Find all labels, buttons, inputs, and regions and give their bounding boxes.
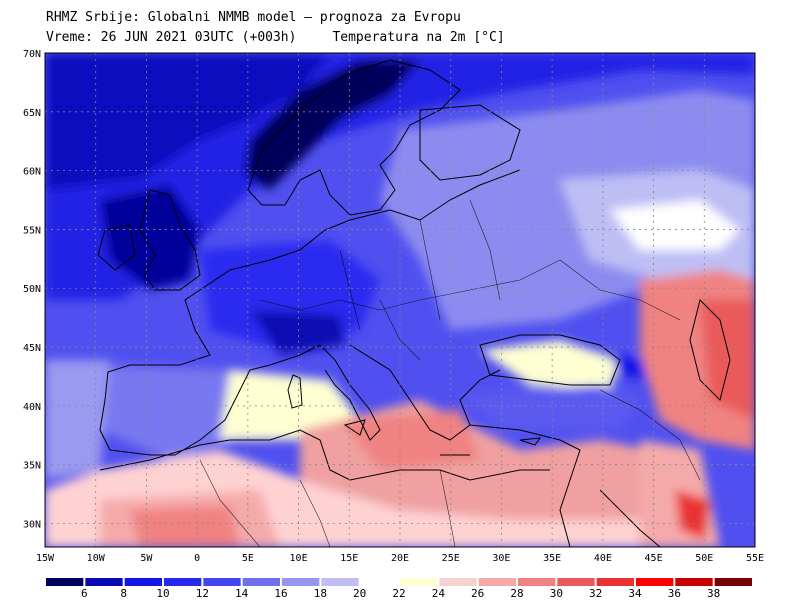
colorbar-swatch	[282, 578, 320, 586]
graticule	[45, 53, 755, 547]
colorbar-label: 14	[235, 587, 249, 600]
colorbar-swatch	[557, 578, 595, 586]
longitude-label: 25E	[442, 553, 460, 564]
map-frame	[44, 52, 756, 548]
colorbar-swatch	[400, 578, 438, 586]
colorbar-label: 20	[353, 587, 366, 600]
map-subtitle: Vreme: 26 JUN 2021 03UTC (+003h) Temperat…	[46, 30, 505, 45]
longitude-label: 15E	[340, 553, 358, 564]
latitude-label: 40N	[23, 402, 41, 413]
latitude-label: 60N	[23, 167, 41, 178]
colorbar-label: 28	[510, 587, 523, 600]
colorbar-label: 38	[707, 587, 720, 600]
latitude-label: 45N	[23, 343, 41, 354]
latitude-label: 35N	[23, 461, 41, 472]
longitude-label: 10W	[87, 553, 106, 564]
colorbar-swatch	[439, 578, 477, 586]
colorbar-label: 26	[471, 587, 484, 600]
colorbar-swatch	[596, 578, 634, 586]
colorbar-swatch	[164, 578, 202, 586]
parameter-label: Temperatura na 2m [°C]	[332, 30, 505, 45]
coastlines	[97, 59, 731, 547]
colorbar-swatch	[85, 578, 123, 586]
colorbar-label: 16	[274, 587, 287, 600]
colorbar-label: 30	[550, 587, 563, 600]
colorbar-swatch	[714, 578, 752, 586]
longitude-label: 0	[194, 553, 200, 564]
colorbar-label: 22	[392, 587, 405, 600]
colorbar-swatch	[478, 578, 516, 586]
latitude-label: 70N	[23, 49, 41, 60]
colorbar-swatch	[321, 578, 359, 586]
colorbar-label: 36	[668, 587, 681, 600]
colorbar-label: 24	[432, 587, 446, 600]
colorbar-swatch	[203, 578, 241, 586]
longitude-label: 5E	[242, 553, 254, 564]
colorbar-swatch	[518, 578, 556, 586]
latitude-label: 30N	[23, 519, 41, 530]
longitude-label: 10E	[290, 553, 308, 564]
colorbar-label: 10	[156, 587, 169, 600]
colorbar-swatch	[46, 578, 84, 586]
longitude-label: 45E	[645, 553, 663, 564]
latitude-label: 50N	[23, 284, 41, 295]
longitude-label: 20E	[391, 553, 409, 564]
colorbar-swatch	[636, 578, 674, 586]
longitude-label: 30E	[492, 553, 510, 564]
longitude-labels: 15W 10W 5W 0 5E 10E 15E 20E 25E 30E 35E 40E 45E 50E 55…	[36, 553, 764, 564]
longitude-label: 5W	[140, 553, 153, 564]
colorbar-label: 32	[589, 587, 602, 600]
latitude-label: 55N	[23, 225, 41, 236]
valid-time: Vreme: 26 JUN 2021 03UTC (+003h)	[46, 30, 297, 45]
longitude-label: 55E	[746, 553, 764, 564]
longitude-label: 35E	[543, 553, 561, 564]
colorbar-label: 12	[196, 587, 209, 600]
latitude-labels: 70N 65N 60N 55N 50N 45N 40N 35N 30N	[23, 49, 41, 530]
longitude-label: 40E	[594, 553, 612, 564]
colorbar-label: 6	[81, 587, 88, 600]
colorbar-label: 8	[120, 587, 127, 600]
map-title: RHMZ Srbije: Globalni NMMB model — progn…	[46, 10, 461, 25]
borders	[199, 199, 701, 547]
colorbar-label: 34	[628, 587, 642, 600]
colorbar-swatch	[360, 578, 398, 586]
longitude-label: 15W	[36, 553, 55, 564]
latitude-label: 65N	[23, 108, 41, 119]
colorbar-swatch	[675, 578, 713, 586]
colorbar-swatch	[242, 578, 280, 586]
colorbar-swatch	[124, 578, 162, 586]
longitude-label: 50E	[695, 553, 713, 564]
colorbar-label: 18	[314, 587, 327, 600]
